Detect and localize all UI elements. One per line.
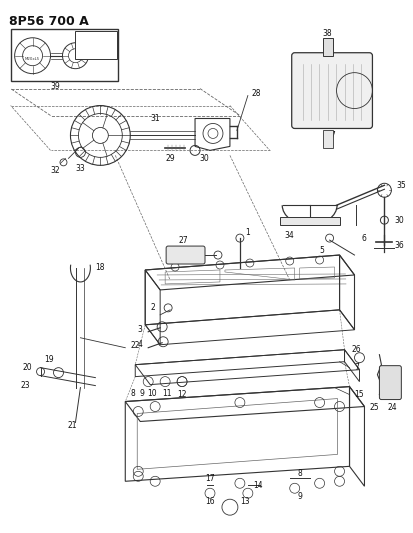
Text: 30: 30 bbox=[199, 154, 209, 163]
Text: 13: 13 bbox=[240, 497, 250, 506]
Text: 26: 26 bbox=[352, 345, 361, 354]
Text: 14: 14 bbox=[253, 481, 263, 490]
Text: 1: 1 bbox=[245, 228, 249, 237]
FancyBboxPatch shape bbox=[280, 217, 339, 225]
Text: 9: 9 bbox=[297, 492, 302, 500]
FancyBboxPatch shape bbox=[323, 38, 332, 56]
FancyBboxPatch shape bbox=[323, 131, 332, 148]
FancyBboxPatch shape bbox=[11, 29, 118, 80]
Text: 21: 21 bbox=[68, 421, 77, 430]
Text: 23: 23 bbox=[21, 381, 31, 390]
Text: 5: 5 bbox=[320, 246, 325, 255]
Text: 24: 24 bbox=[387, 403, 397, 412]
Text: 8: 8 bbox=[297, 469, 302, 478]
FancyBboxPatch shape bbox=[166, 246, 205, 264]
Text: 28: 28 bbox=[252, 89, 261, 98]
FancyBboxPatch shape bbox=[76, 31, 117, 59]
Text: 3: 3 bbox=[138, 325, 142, 334]
Text: 33: 33 bbox=[76, 164, 85, 173]
Text: 29: 29 bbox=[165, 154, 175, 163]
Text: 2: 2 bbox=[150, 303, 155, 312]
Text: 4: 4 bbox=[138, 340, 142, 349]
Text: 39: 39 bbox=[51, 82, 60, 91]
Text: 27: 27 bbox=[178, 236, 188, 245]
Text: 31: 31 bbox=[150, 114, 160, 123]
Text: 10: 10 bbox=[147, 389, 157, 398]
Text: VORSICHT: VORSICHT bbox=[83, 49, 110, 54]
Text: 17: 17 bbox=[205, 474, 215, 483]
Text: WARNING: WARNING bbox=[83, 42, 110, 47]
Text: 38: 38 bbox=[323, 29, 332, 38]
Text: 20: 20 bbox=[23, 363, 33, 372]
Text: 25: 25 bbox=[370, 403, 379, 412]
Text: 7: 7 bbox=[354, 363, 359, 372]
Text: 30: 30 bbox=[394, 216, 404, 224]
Text: 22: 22 bbox=[130, 341, 140, 350]
Text: 15: 15 bbox=[354, 390, 364, 399]
Text: - - - - - - -: - - - - - - - bbox=[89, 55, 104, 59]
Text: 32: 32 bbox=[51, 166, 60, 175]
Text: 8: 8 bbox=[131, 389, 135, 398]
Text: 36: 36 bbox=[394, 240, 404, 249]
FancyBboxPatch shape bbox=[292, 53, 373, 128]
Text: 16: 16 bbox=[205, 497, 215, 506]
Text: 8P56 700 A: 8P56 700 A bbox=[9, 15, 88, 28]
Text: 9: 9 bbox=[140, 389, 145, 398]
Text: 18: 18 bbox=[95, 263, 105, 272]
Text: 6: 6 bbox=[361, 233, 366, 243]
Text: 37: 37 bbox=[327, 131, 337, 140]
FancyBboxPatch shape bbox=[380, 366, 401, 400]
Text: 34: 34 bbox=[285, 231, 294, 240]
Text: ATTENTION: ATTENTION bbox=[81, 35, 112, 41]
Text: 11: 11 bbox=[162, 389, 172, 398]
Text: 19: 19 bbox=[44, 355, 53, 364]
Text: M20xL5: M20xL5 bbox=[25, 56, 40, 61]
Text: 12: 12 bbox=[177, 390, 187, 399]
Text: 35: 35 bbox=[396, 181, 406, 190]
